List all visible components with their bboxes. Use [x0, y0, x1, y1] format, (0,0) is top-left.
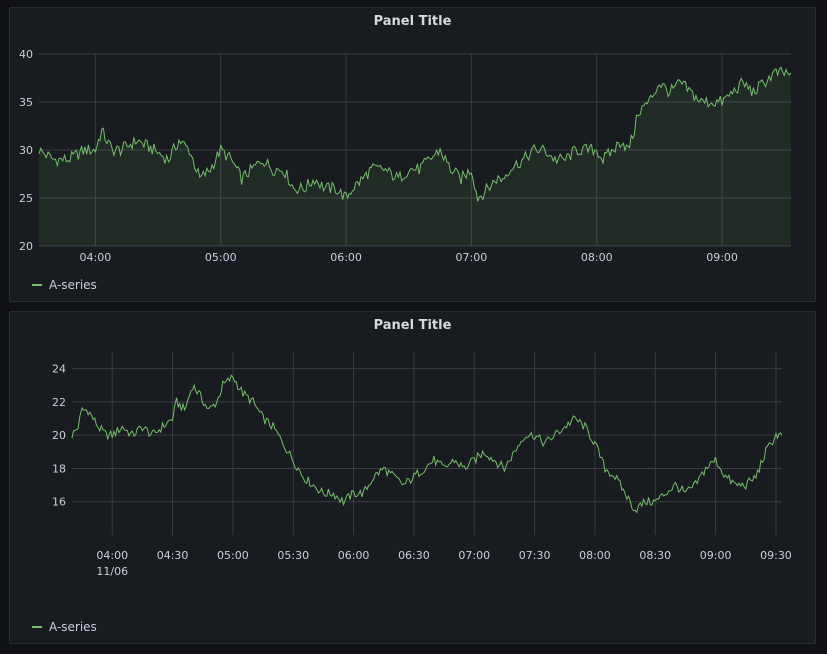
x-tick-label: 06:00 — [338, 549, 370, 562]
x-tick-label: 06:00 — [330, 251, 362, 264]
panel-title[interactable]: Panel Title — [373, 318, 452, 333]
x-tick-label: 05:00 — [205, 251, 237, 264]
legend-item-a-series[interactable]: A-series — [32, 278, 97, 292]
time-series-chart[interactable]: 16 18 20 22 24 04:00 04:30 05:00 05:30 06:00 06:30… — [10, 312, 817, 645]
time-series-chart[interactable]: 20 25 30 35 40 04:00 05:00 06:00 07:00 08:00 09:00 — [10, 8, 817, 303]
y-tick-label: 35 — [19, 96, 33, 109]
x-tick-label: 05:00 — [217, 549, 249, 562]
panel-top: Panel Title 20 25 30 35 40 04:00 05:00 06:00 07:… — [9, 7, 816, 302]
legend-label: A-series — [49, 620, 97, 634]
x-tick-label: 04:00 — [80, 251, 112, 264]
y-tick-label: 24 — [52, 363, 66, 376]
x-tick-label: 07:30 — [519, 549, 551, 562]
series-area-a-series — [39, 67, 791, 247]
y-tick-label: 40 — [19, 48, 33, 61]
x-tick-label: 08:30 — [639, 549, 671, 562]
y-tick-label: 20 — [19, 240, 33, 253]
panel-bottom: Panel Title 16 18 20 22 24 04:00 04:30 05:00 05:… — [9, 311, 816, 644]
x-tick-label: 09:00 — [700, 549, 732, 562]
legend-swatch — [32, 626, 42, 628]
y-tick-label: 18 — [52, 462, 66, 475]
panel-title[interactable]: Panel Title — [373, 14, 452, 29]
x-tick-label: 08:00 — [579, 549, 611, 562]
x-tick-label: 07:00 — [456, 251, 488, 264]
x-tick-label: 09:00 — [706, 251, 738, 264]
series-line-a-series — [71, 374, 783, 514]
x-tick-label: 04:00 — [96, 549, 128, 562]
legend-swatch — [32, 284, 42, 286]
legend-label: A-series — [49, 278, 97, 292]
x-tick-label: 05:30 — [277, 549, 309, 562]
y-tick-label: 30 — [19, 144, 33, 157]
series-line-a-series — [38, 66, 792, 202]
x-tick-label: 07:00 — [458, 549, 490, 562]
y-tick-label: 16 — [52, 496, 66, 509]
y-tick-label: 22 — [52, 396, 66, 409]
y-tick-label: 25 — [19, 192, 33, 205]
x-tick-label: 08:00 — [581, 251, 613, 264]
x-tick-label: 06:30 — [398, 549, 430, 562]
x-date-label: 11/06 — [96, 565, 128, 578]
legend-item-a-series[interactable]: A-series — [32, 620, 97, 634]
x-tick-label: 09:30 — [760, 549, 792, 562]
y-tick-label: 20 — [52, 429, 66, 442]
x-tick-label: 04:30 — [157, 549, 189, 562]
